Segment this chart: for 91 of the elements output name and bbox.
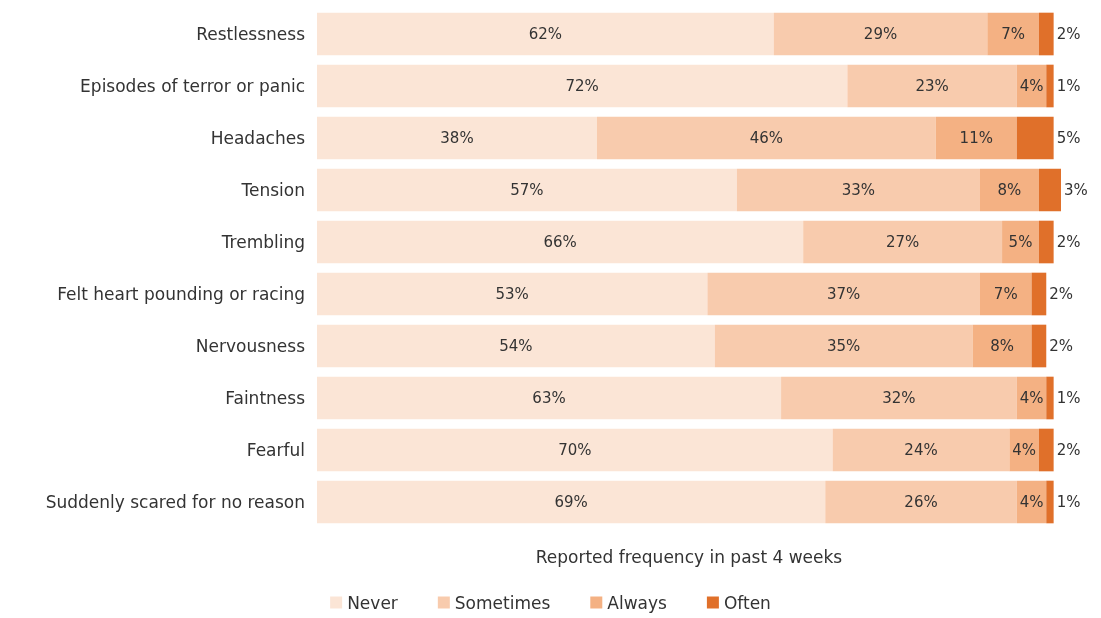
bar (825, 480, 1017, 524)
data-label: 27% (885, 233, 920, 251)
y-tick-label: Headaches (210, 128, 306, 148)
bar (1002, 220, 1039, 264)
data-label: 38% (440, 129, 474, 147)
bar (317, 480, 826, 524)
data-label: 24% (904, 441, 938, 459)
data-label: 5% (1008, 233, 1033, 251)
data-label: 4% (1012, 441, 1037, 459)
data-label: 7% (993, 285, 1018, 303)
bar (1046, 64, 1054, 108)
legend-label: Always (607, 592, 668, 613)
data-label: 23% (915, 77, 949, 95)
bar (736, 168, 980, 212)
data-label: 4% (1019, 77, 1044, 95)
bar (847, 64, 1017, 108)
data-label: 72% (565, 77, 599, 95)
data-label: 32% (882, 389, 916, 407)
y-tick-label: Fearful (246, 440, 305, 460)
data-label: 4% (1019, 389, 1044, 407)
y-tick-label: Episodes of terror or panic (80, 76, 305, 96)
data-label: 70% (558, 441, 592, 459)
data-label: 63% (532, 389, 566, 407)
data-label: 1% (1056, 389, 1081, 407)
data-label: 1% (1056, 493, 1081, 511)
data-label: 66% (543, 233, 577, 251)
data-label: 5% (1056, 129, 1081, 147)
data-label: 62% (528, 25, 563, 43)
bar (317, 220, 804, 264)
bar (317, 272, 708, 316)
legend-label: Sometimes (454, 592, 551, 613)
data-label: 33% (841, 181, 876, 199)
data-label: 2% (1049, 337, 1074, 355)
y-tick-label: Trembling (220, 232, 305, 252)
bar (1038, 12, 1054, 56)
bar (317, 376, 782, 420)
data-label: 69% (554, 493, 588, 511)
y-tick-label: Nervousness (195, 336, 306, 356)
data-label: 1% (1056, 77, 1081, 95)
bar (979, 272, 1032, 316)
data-label: 57% (510, 181, 544, 199)
bar (972, 324, 1032, 368)
data-label: 2% (1056, 25, 1081, 43)
bar (803, 220, 1003, 264)
bar (707, 272, 980, 316)
data-label: 4% (1019, 493, 1044, 511)
bar (1016, 116, 1054, 160)
bar (987, 12, 1039, 56)
data-label: 46% (749, 129, 784, 147)
y-tick-label: Tension (240, 180, 305, 200)
data-label: 26% (904, 493, 938, 511)
legend-label: Often (723, 592, 771, 613)
bar (832, 428, 1010, 472)
bar (317, 324, 715, 368)
data-label: 53% (495, 285, 529, 303)
data-label: 11% (959, 129, 993, 147)
bar (979, 168, 1039, 212)
bar (596, 116, 936, 160)
bar (773, 12, 988, 56)
bar (317, 116, 597, 160)
data-label: 8% (997, 181, 1022, 199)
data-label: 29% (863, 25, 898, 43)
y-tick-label: Restlessness (196, 24, 306, 44)
bar (1038, 168, 1061, 212)
data-label: 2% (1049, 285, 1074, 303)
data-label: 8% (990, 337, 1014, 355)
x-axis-title: Reported frequency in past 4 weeks (535, 546, 843, 567)
bar (317, 428, 833, 472)
bar (935, 116, 1017, 160)
data-label: 2% (1056, 233, 1081, 251)
bar (1038, 220, 1054, 264)
bar (781, 376, 1017, 420)
bar (317, 168, 737, 212)
y-tick-label: Felt heart pounding or racing (57, 284, 305, 304)
data-label: 2% (1056, 441, 1081, 459)
bar (1046, 480, 1054, 524)
bar (317, 12, 774, 56)
bar (1031, 324, 1047, 368)
bar (1031, 272, 1047, 316)
bar (317, 64, 848, 108)
legend-label: Never (347, 592, 398, 613)
data-label: 3% (1064, 181, 1088, 199)
y-tick-label: Suddenly scared for no reason (45, 492, 305, 512)
data-label: 7% (1001, 25, 1026, 43)
data-label: 37% (827, 285, 861, 303)
data-label: 35% (827, 337, 861, 355)
bar (1038, 428, 1054, 472)
bar (1046, 376, 1054, 420)
bar (714, 324, 973, 368)
y-tick-label: Faintness (225, 388, 306, 408)
data-label: 54% (499, 337, 533, 355)
